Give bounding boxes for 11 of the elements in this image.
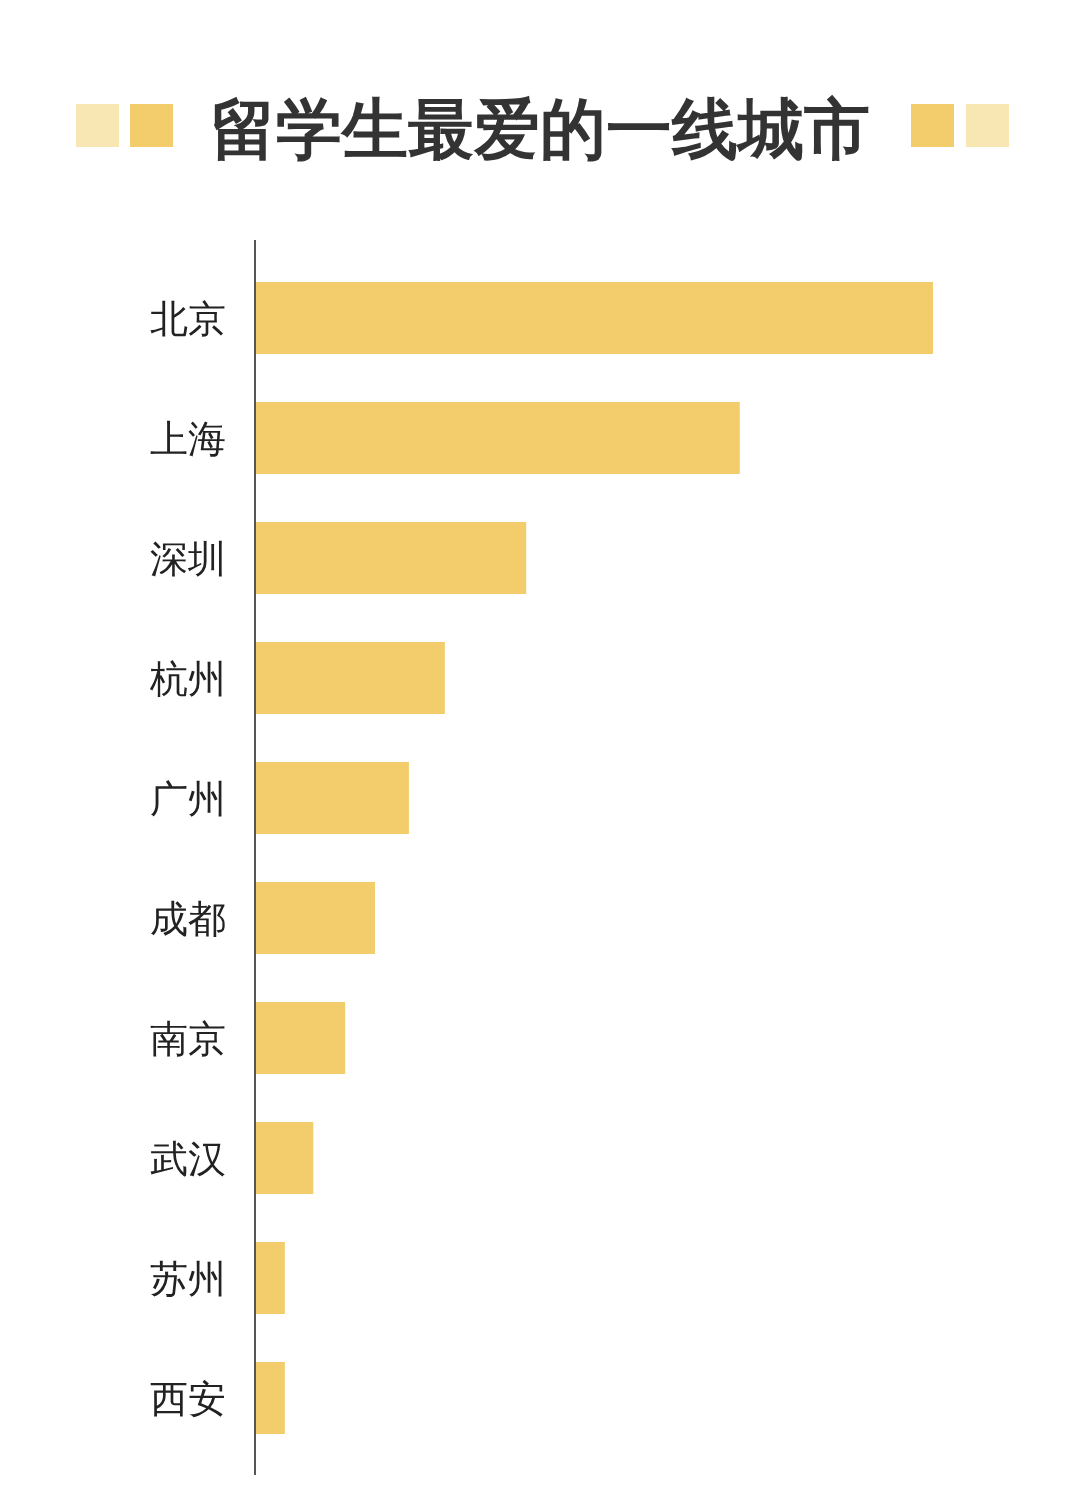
y-tick-label: 南京 (150, 1017, 226, 1061)
y-tick-label: 杭州 (149, 657, 226, 701)
y-tick-label: 武汉 (150, 1137, 226, 1181)
y-tick-label: 成都 (150, 897, 226, 941)
y-tick-label: 西安 (150, 1377, 226, 1421)
chart-title: 留学生最爱的一线城市 (210, 91, 870, 168)
y-tick-label: 苏州 (150, 1257, 226, 1301)
y-tick-label: 深圳 (150, 537, 226, 581)
y-tick-label: 北京 (150, 297, 226, 341)
y-tick-label: 广州 (150, 777, 226, 821)
y-tick-label: 上海 (150, 417, 226, 461)
